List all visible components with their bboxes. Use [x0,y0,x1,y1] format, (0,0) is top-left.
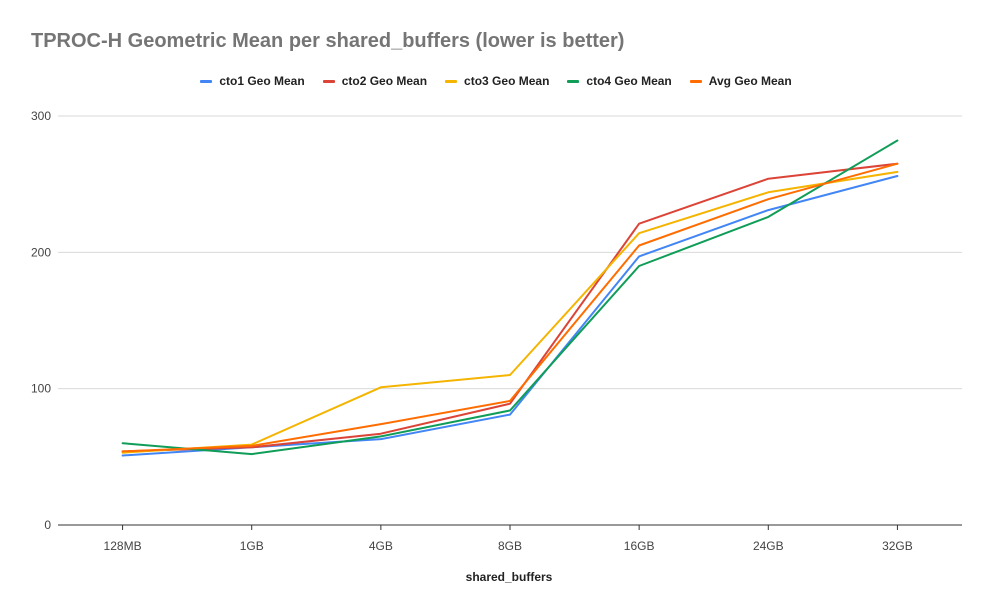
x-tick-label: 32GB [882,539,913,553]
legend-label: cto3 Geo Mean [464,74,550,88]
legend-label: cto4 Geo Mean [586,74,672,88]
series-line-cto2-geo-mean [121,162,899,453]
x-tick-label: 1GB [240,539,264,553]
legend-item: cto3 Geo Mean [445,74,549,88]
series-line-cto4-geo-mean [121,139,899,456]
legend-label: cto1 Geo Mean [219,74,305,88]
legend-swatch [322,79,335,83]
legend-item: Avg Geo Mean [689,74,792,88]
legend-item: cto1 Geo Mean [200,74,305,88]
legend-label: Avg Geo Mean [708,74,792,88]
legend: cto1 Geo Mean cto2 Geo Mean cto3 Geo Mean c… [0,74,992,88]
x-tick-label: 24GB [753,539,784,553]
legend-swatch [445,79,458,83]
x-tick-label: 16GB [624,539,655,553]
legend-swatch [200,79,213,83]
x-tick-label: 128MB [104,539,142,553]
series-line-cto1-geo-mean [121,175,899,457]
y-tick-label: 200 [31,245,51,259]
y-tick-label: 300 [31,109,51,123]
series-line-cto3-geo-mean [121,170,899,454]
chart-title: TPROC-H Geometric Mean per shared_buffer… [31,30,625,52]
legend-item: cto4 Geo Mean [567,74,672,88]
legend-swatch [689,79,702,83]
legend-label: cto2 Geo Mean [341,74,428,88]
legend-swatch [567,79,580,83]
y-tick-label: 0 [44,518,51,532]
y-tick-label: 100 [31,382,51,396]
x-tick-label: 4GB [369,539,393,553]
legend-item: cto2 Geo Mean [322,74,428,88]
x-tick-label: 8GB [498,539,522,553]
series-line-avg-geo-mean [121,162,899,453]
x-axis-title: shared_buffers [466,570,553,584]
